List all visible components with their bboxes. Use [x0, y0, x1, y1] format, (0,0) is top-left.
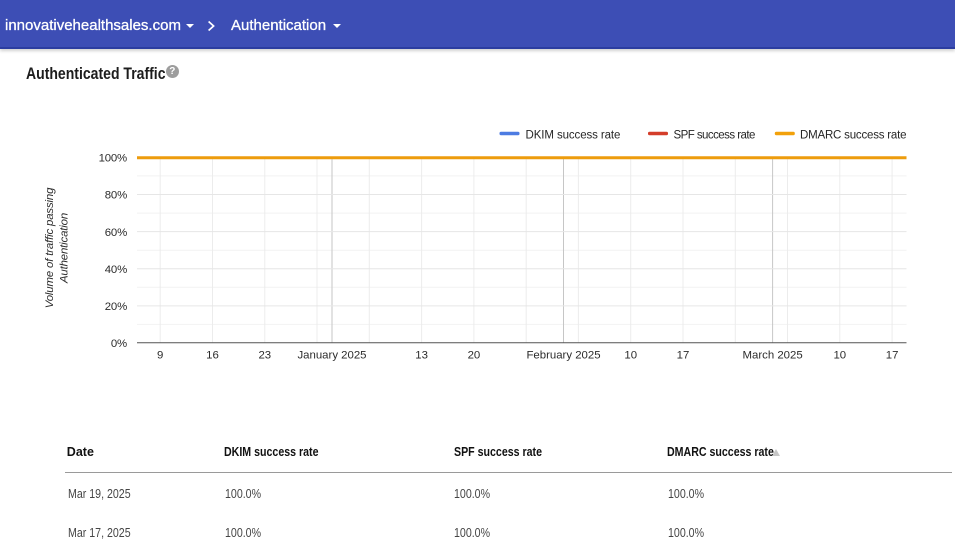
- svg-text:10: 10: [624, 350, 637, 362]
- svg-text:0%: 0%: [111, 338, 127, 350]
- svg-text:9: 9: [157, 350, 163, 362]
- svg-text:DKIM success rate: DKIM success rate: [526, 130, 621, 142]
- svg-text:Authentication: Authentication: [59, 213, 71, 284]
- svg-text:DMARC success rate: DMARC success rate: [800, 130, 906, 142]
- svg-text:16: 16: [206, 350, 219, 362]
- svg-text:20%: 20%: [105, 301, 127, 313]
- svg-text:SPF success rate: SPF success rate: [674, 130, 755, 142]
- svg-text:Volume of traffic passing: Volume of traffic passing: [44, 187, 56, 308]
- svg-text:100%: 100%: [99, 153, 127, 165]
- svg-text:40%: 40%: [105, 264, 127, 276]
- svg-text:23: 23: [258, 350, 271, 362]
- svg-text:17: 17: [677, 350, 690, 362]
- svg-text:60%: 60%: [105, 227, 127, 239]
- svg-text:80%: 80%: [105, 190, 127, 202]
- svg-text:13: 13: [415, 350, 428, 362]
- svg-text:20: 20: [468, 350, 481, 362]
- svg-text:February 2025: February 2025: [526, 350, 600, 362]
- svg-text:January 2025: January 2025: [297, 350, 366, 362]
- svg-text:10: 10: [833, 350, 846, 362]
- svg-text:March 2025: March 2025: [743, 350, 803, 362]
- svg-text:17: 17: [886, 350, 899, 362]
